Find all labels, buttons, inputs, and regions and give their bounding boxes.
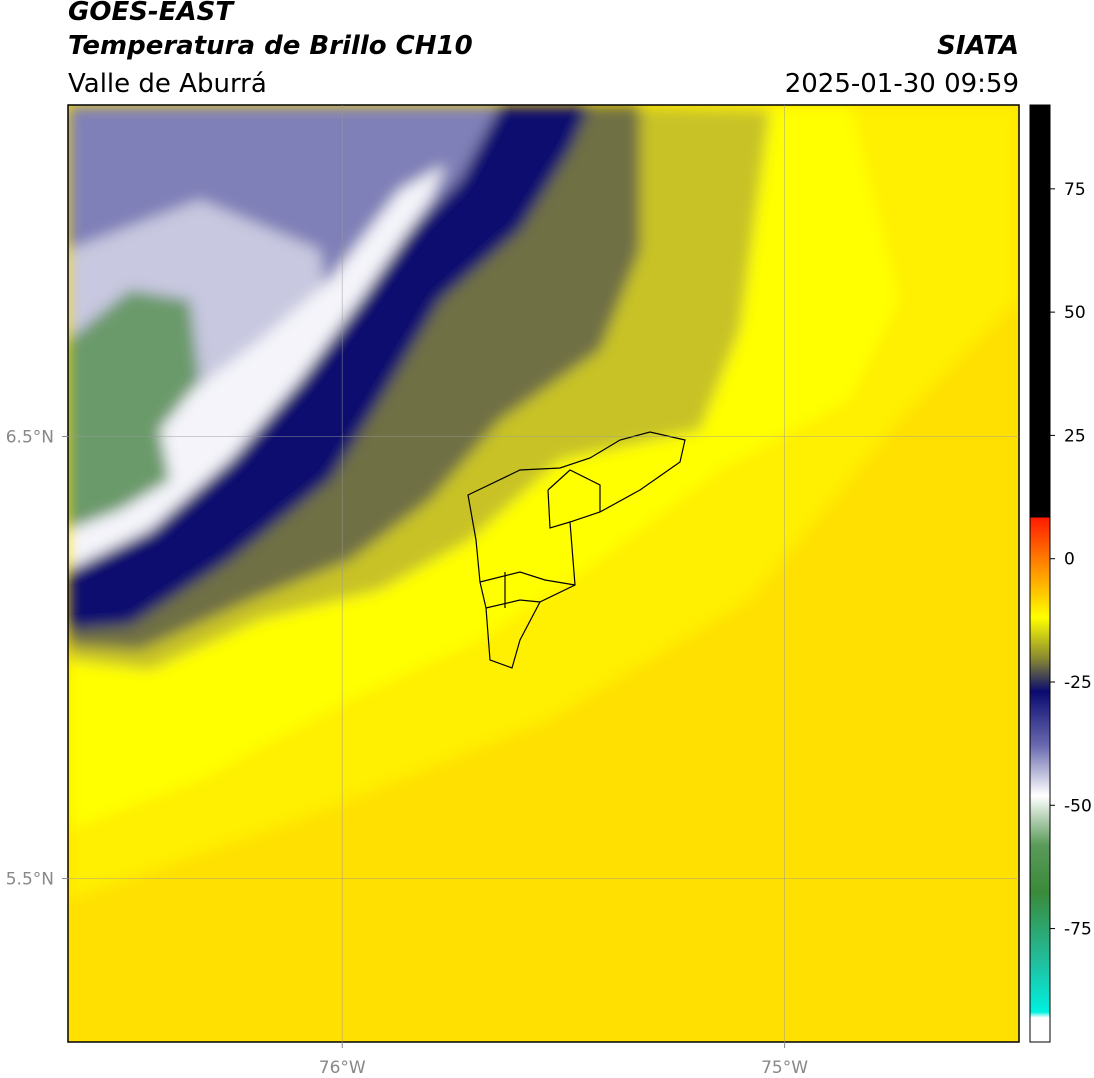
region: Valle de Aburrá: [68, 69, 267, 99]
x-tick-label: 75°W: [761, 1058, 808, 1078]
colorbar-tick-label: 50: [1064, 303, 1086, 323]
title: Temperatura de Brillo CH10: [68, 31, 473, 61]
y-tick-label: 5.5°N: [6, 869, 54, 889]
colorbar-tick-label: 25: [1064, 426, 1086, 446]
satellite-image: [68, 105, 1019, 1042]
colorbar-tick-label: -50: [1064, 796, 1092, 816]
colorbar: [1029, 104, 1051, 1043]
timestamp: 2025-01-30 09:59: [785, 69, 1019, 99]
map-frame: [67, 104, 1020, 1043]
satellite: GOES-EAST: [68, 0, 235, 27]
colorbar-tick-label: 75: [1064, 180, 1086, 200]
colorbar-tick-label: 0: [1064, 550, 1075, 570]
colorbar-tick-label: -75: [1064, 920, 1092, 940]
source: SIATA: [937, 31, 1019, 61]
y-tick-label: 6.5°N: [6, 427, 54, 447]
x-tick-label: 76°W: [319, 1058, 366, 1078]
colorbar-tick-label: -25: [1064, 673, 1092, 693]
